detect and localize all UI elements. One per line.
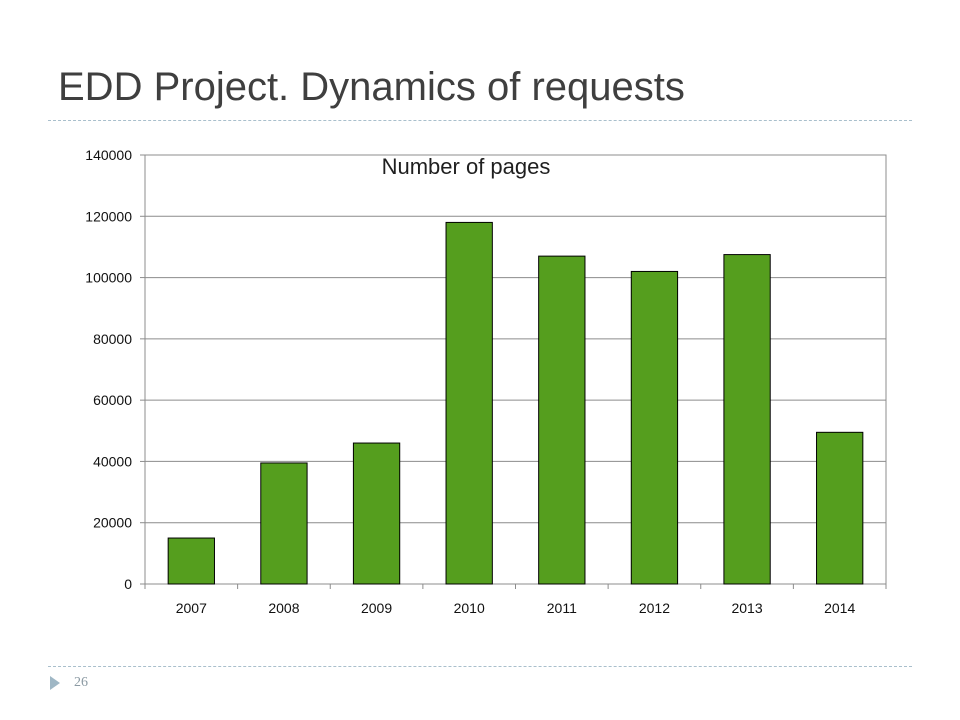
bar-2013: [723, 254, 771, 585]
bar-2011: [538, 255, 586, 585]
x-tick-label: 2012: [639, 600, 670, 616]
triangle-bullet-icon: [50, 676, 60, 690]
bar-2008: [260, 462, 308, 585]
x-tick-label: 2014: [824, 600, 855, 616]
y-tick-label: 140000: [85, 147, 132, 163]
x-tick-label: 2008: [268, 600, 299, 616]
x-tick-label: 2007: [176, 600, 207, 616]
page-number: 26: [74, 675, 88, 690]
chart-title: Number of pages: [382, 154, 551, 179]
y-tick-label: 40000: [93, 453, 132, 469]
x-axis-tick-labels: 2007 2008 2009 2010 2011 2012 2013 2014: [176, 600, 856, 616]
title-divider: [48, 120, 912, 121]
footer-divider: [48, 666, 912, 667]
y-tick-label: 60000: [93, 392, 132, 408]
y-tick-label: 0: [124, 576, 132, 592]
y-axis-tick-labels: 0 20000 40000 60000 80000 100000 120000 140000: [85, 147, 132, 592]
x-tick-label: 2013: [731, 600, 762, 616]
bar-2014: [816, 431, 864, 585]
plot-area-frame: [144, 154, 887, 585]
y-tick-label: 20000: [93, 515, 132, 531]
slide-title: EDD Project. Dynamics of requests: [58, 65, 685, 109]
bar-2012: [630, 270, 679, 585]
y-tick-label: 100000: [85, 270, 132, 286]
y-tick-label: 120000: [85, 208, 132, 224]
x-tick-label: 2009: [361, 600, 392, 616]
x-tick-label: 2011: [547, 600, 577, 616]
bar-series: [167, 221, 864, 585]
bar-2009: [352, 442, 401, 585]
bar-2007: [167, 537, 215, 585]
grid-lines: [140, 154, 887, 589]
bar-2010: [445, 221, 493, 585]
y-tick-label: 80000: [93, 331, 132, 347]
x-tick-label: 2010: [454, 600, 485, 616]
